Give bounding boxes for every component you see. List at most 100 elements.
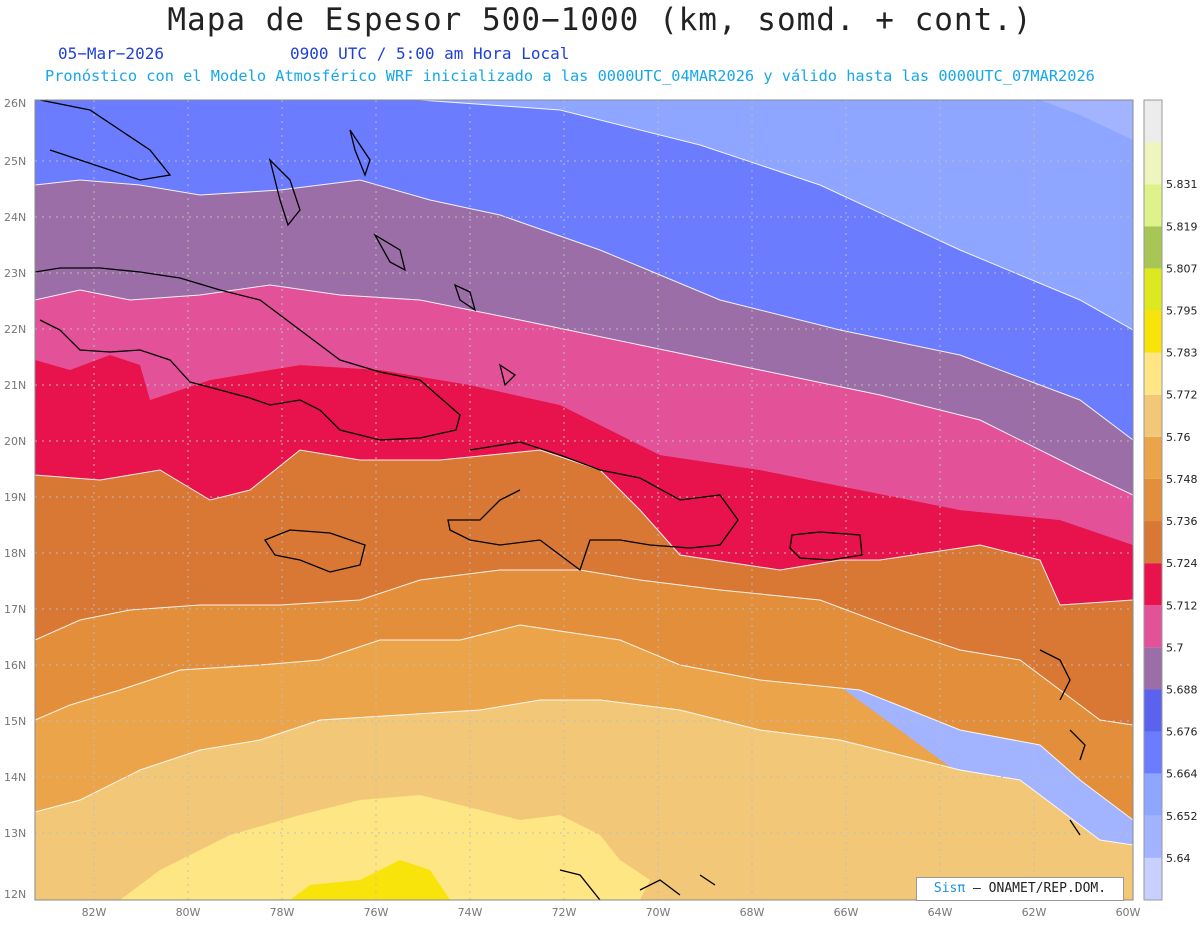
lon-tick-label: 64W	[928, 906, 953, 919]
legend-swatch	[1144, 394, 1162, 437]
lat-tick-label: 13N	[4, 827, 26, 840]
lat-tick-label: 14N	[4, 771, 26, 784]
legend-swatch	[1144, 100, 1162, 143]
bahamas-1	[268, 157, 301, 227]
band-5664	[420, 100, 1133, 330]
legend-label: 5.772	[1166, 389, 1198, 402]
graticule	[35, 100, 1133, 900]
band-5700	[35, 285, 1133, 545]
bahamas-2	[349, 129, 371, 177]
color-legend	[1143, 99, 1163, 901]
legend-label: 5.688	[1166, 683, 1198, 696]
thickness-bands	[35, 100, 1133, 900]
legend-swatch	[1144, 689, 1162, 732]
legend-swatch	[1144, 142, 1162, 185]
band-5652-b	[1040, 100, 1133, 140]
legend-label: 5.736	[1166, 515, 1198, 528]
lat-tick-label: 20N	[4, 435, 26, 448]
lon-tick-label: 70W	[646, 906, 671, 919]
hispaniola-coastline	[447, 441, 739, 572]
lat-tick-label: 18N	[4, 547, 26, 560]
jamaica-coastline	[264, 529, 366, 573]
legend-label: 5.724	[1166, 557, 1198, 570]
lat-tick-label: 15N	[4, 715, 26, 728]
legend-label: 5.676	[1166, 726, 1198, 739]
lesser-antilles	[1039, 649, 1086, 836]
puerto-rico-coastline	[789, 531, 863, 561]
legend-swatch	[1144, 815, 1162, 858]
lon-tick-label: 66W	[834, 906, 859, 919]
lat-tick-label: 12N	[4, 888, 26, 901]
lon-tick-label: 72W	[552, 906, 577, 919]
credit-text: – ONAMET/REP.DOM.	[965, 881, 1107, 896]
bahamas-3	[373, 233, 406, 272]
lon-axis: 82W 80W 78W 76W 74W 72W 70W 68W 66W 64W …	[82, 906, 1141, 919]
lat-tick-label: 25N	[4, 155, 26, 168]
map-title: Mapa de Espesor 500−1000 (km, somd. + co…	[167, 2, 1033, 38]
lat-axis: 26N 25N 24N 23N 22N 21N 20N 19N 18N 17N …	[4, 97, 26, 901]
lat-tick-label: 16N	[4, 659, 26, 672]
bahamas-5	[498, 363, 517, 387]
lon-tick-label: 82W	[82, 906, 107, 919]
legend-label: 5.664	[1166, 768, 1198, 781]
legend-swatch	[1144, 563, 1162, 606]
legend-swatch	[1144, 352, 1162, 395]
legend-frame	[1143, 99, 1163, 901]
lon-tick-label: 78W	[270, 906, 295, 919]
lat-tick-label: 19N	[4, 491, 26, 504]
lon-tick-label: 76W	[364, 906, 389, 919]
lat-tick-label: 21N	[4, 379, 26, 392]
legend-label: 5.807	[1166, 262, 1198, 275]
legend-swatch	[1144, 436, 1162, 479]
legend-swatch	[1144, 731, 1162, 774]
legend-swatch	[1144, 226, 1162, 269]
lon-tick-label: 62W	[1022, 906, 1047, 919]
south-america-coast	[559, 869, 716, 900]
band-5724	[35, 450, 1133, 725]
legend-label: 5.712	[1166, 599, 1198, 612]
forecast-note: Pronóstico con el Modelo Atmosférico WRF…	[45, 67, 1095, 85]
lon-tick-label: 60W	[1116, 906, 1141, 919]
lat-tick-label: 23N	[4, 267, 26, 280]
florida-coastline	[39, 100, 172, 181]
legend-swatch	[1144, 647, 1162, 690]
lon-tick-label: 74W	[458, 906, 483, 919]
date-label: 05−Mar−2026	[58, 44, 164, 63]
band-5712	[35, 355, 1133, 605]
legend-swatch	[1144, 605, 1162, 648]
lat-tick-label: 22N	[4, 323, 26, 336]
band-5676	[35, 100, 1133, 440]
color-legend-labels: 5.64 5.652 5.664 5.676 5.688 5.7 5.712 5.724 5.7…	[1166, 178, 1198, 865]
legend-label: 5.795	[1166, 305, 1198, 318]
legend-swatch	[1144, 521, 1162, 564]
legend-label: 5.64	[1166, 852, 1191, 865]
lon-tick-label: 68W	[740, 906, 765, 919]
band-5688	[35, 180, 1133, 495]
band-5772	[120, 795, 650, 900]
band-5736	[35, 570, 1133, 820]
time-label: 0900 UTC / 5:00 am Hora Local	[290, 44, 570, 63]
legend-label: 5.652	[1166, 810, 1198, 823]
lat-tick-label: 26N	[4, 97, 26, 110]
legend-label: 5.76	[1166, 431, 1191, 444]
legend-swatch	[1144, 857, 1162, 900]
band-5783	[290, 860, 450, 900]
credit-brand: Sisπ	[933, 881, 966, 896]
bahamas-4	[453, 283, 477, 312]
legend-label: 5.783	[1166, 347, 1198, 360]
lat-tick-label: 24N	[4, 211, 26, 224]
legend-label: 5.748	[1166, 473, 1198, 486]
plot-frame	[34, 99, 1134, 901]
credit-box: Sisπ – ONAMET/REP.DOM.	[916, 877, 1124, 901]
legend-swatch	[1144, 773, 1162, 816]
legend-label: 5.7	[1166, 641, 1184, 654]
lat-tick-label: 17N	[4, 603, 26, 616]
legend-swatch	[1144, 184, 1162, 227]
legend-swatch	[1144, 478, 1162, 522]
legend-swatch	[1144, 268, 1162, 311]
legend-swatch	[1144, 310, 1162, 353]
legend-label: 5.831	[1166, 178, 1198, 191]
lon-tick-label: 80W	[176, 906, 201, 919]
legend-label: 5.819	[1166, 220, 1198, 233]
